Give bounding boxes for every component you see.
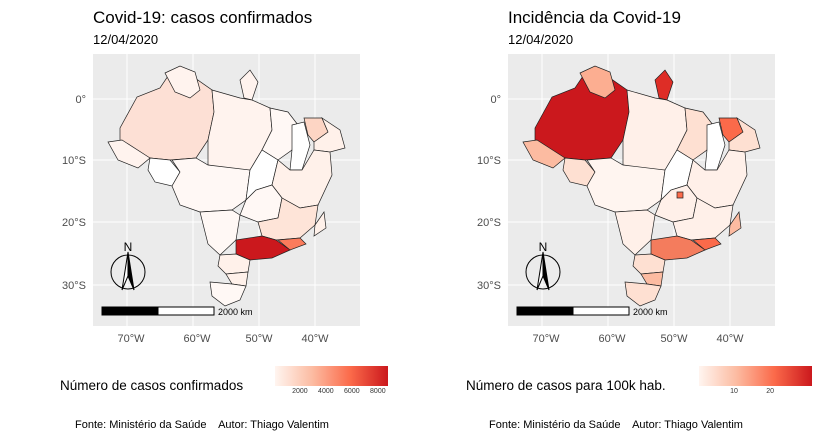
axis-labels: 0° 10°S 20°S 30°S 70°W 60°W 50°W 40°W <box>62 94 329 345</box>
y-tick-label: 20°S <box>477 217 501 229</box>
state-roraima <box>579 65 616 99</box>
map-panel-incidence: Incidência da Covid-19 12/04/2020 <box>415 0 830 440</box>
y-tick-label: 30°S <box>477 280 501 292</box>
legend-tick: 20 <box>766 388 775 395</box>
scale-bar-label: 2000 km <box>633 307 668 317</box>
legend-tick: 8000 <box>370 388 386 395</box>
map-subtitle-date: 12/04/2020 <box>93 32 159 47</box>
north-label: N <box>124 240 133 254</box>
map-plot-area: 0° 10°S 20°S 30°S 70°W 60°W 50°W 40°W N … <box>62 54 360 345</box>
north-arrow-icon: N <box>525 240 561 291</box>
source-caption: Fonte: Ministério da Saúde Autor: Thiago… <box>75 419 329 431</box>
x-tick-label: 60°W <box>598 333 626 345</box>
axis-labels: 0° 10°S 20°S 30°S 70°W 60°W 50°W 40°W <box>477 94 744 345</box>
state-amapa <box>654 69 674 101</box>
state-acre <box>107 139 151 169</box>
map-plot-area: 0° 10°S 20°S 30°S 70°W 60°W 50°W 40°W N … <box>477 54 775 345</box>
x-tick-label: 70°W <box>532 333 560 345</box>
x-tick-label: 40°W <box>301 333 329 345</box>
state-roraima <box>164 65 201 99</box>
legend-ticks: 10 20 <box>699 388 812 402</box>
legend-title: Número de casos para 100k hab. <box>466 378 666 393</box>
state-espirito-santo <box>313 211 327 237</box>
legend-tick: 6000 <box>344 388 360 395</box>
y-tick-label: 10°S <box>477 155 501 167</box>
scale-bar-label: 2000 km <box>218 307 253 317</box>
state-espirito-santo <box>728 211 742 237</box>
state-rio-de-janeiro <box>277 237 307 251</box>
source-caption: Fonte: Ministério da Saúde Autor: Thiago… <box>489 419 743 431</box>
scale-bar: 2000 km <box>516 306 668 317</box>
state-rio-grande-do-sul <box>624 281 662 307</box>
state-rio-grande-do-sul <box>209 281 247 307</box>
y-tick-label: 10°S <box>62 155 86 167</box>
map-panel-confirmed-cases: Covid-19: casos confirmados 12/04/2020 <box>60 8 388 431</box>
state-rio-de-janeiro <box>692 237 722 251</box>
map-title: Covid-19: casos confirmados <box>93 8 313 27</box>
map-title: Incidência da Covid-19 <box>508 8 681 27</box>
legend-title: Número de casos confirmados <box>60 378 244 393</box>
x-tick-label: 50°W <box>245 333 273 345</box>
y-tick-label: 0° <box>75 94 86 106</box>
x-tick-label: 70°W <box>117 333 145 345</box>
legend-color-bar <box>699 366 812 386</box>
x-tick-label: 50°W <box>660 333 688 345</box>
legend-color-bar <box>275 366 388 386</box>
brazil-states <box>522 65 761 307</box>
north-arrow-icon: N <box>110 240 146 291</box>
state-acre <box>522 139 566 169</box>
legend-tick: 10 <box>730 388 738 395</box>
legend-tick: 4000 <box>318 388 334 395</box>
x-tick-label: 40°W <box>716 333 744 345</box>
north-label: N <box>539 240 548 254</box>
legend-tick: 2000 <box>292 388 308 395</box>
x-tick-label: 60°W <box>183 333 211 345</box>
map-subtitle-date: 12/04/2020 <box>508 32 574 47</box>
brazil-states <box>107 65 346 307</box>
state-amapa <box>239 69 259 101</box>
scale-bar: 2000 km <box>101 306 253 317</box>
state-distrito-federal <box>676 191 684 199</box>
y-tick-label: 30°S <box>62 280 86 292</box>
legend-ticks: 2000 4000 6000 8000 <box>275 388 388 402</box>
state-maranhao <box>676 107 714 161</box>
state-maranhao <box>261 107 299 161</box>
y-tick-label: 0° <box>490 94 501 106</box>
y-tick-label: 20°S <box>62 217 86 229</box>
